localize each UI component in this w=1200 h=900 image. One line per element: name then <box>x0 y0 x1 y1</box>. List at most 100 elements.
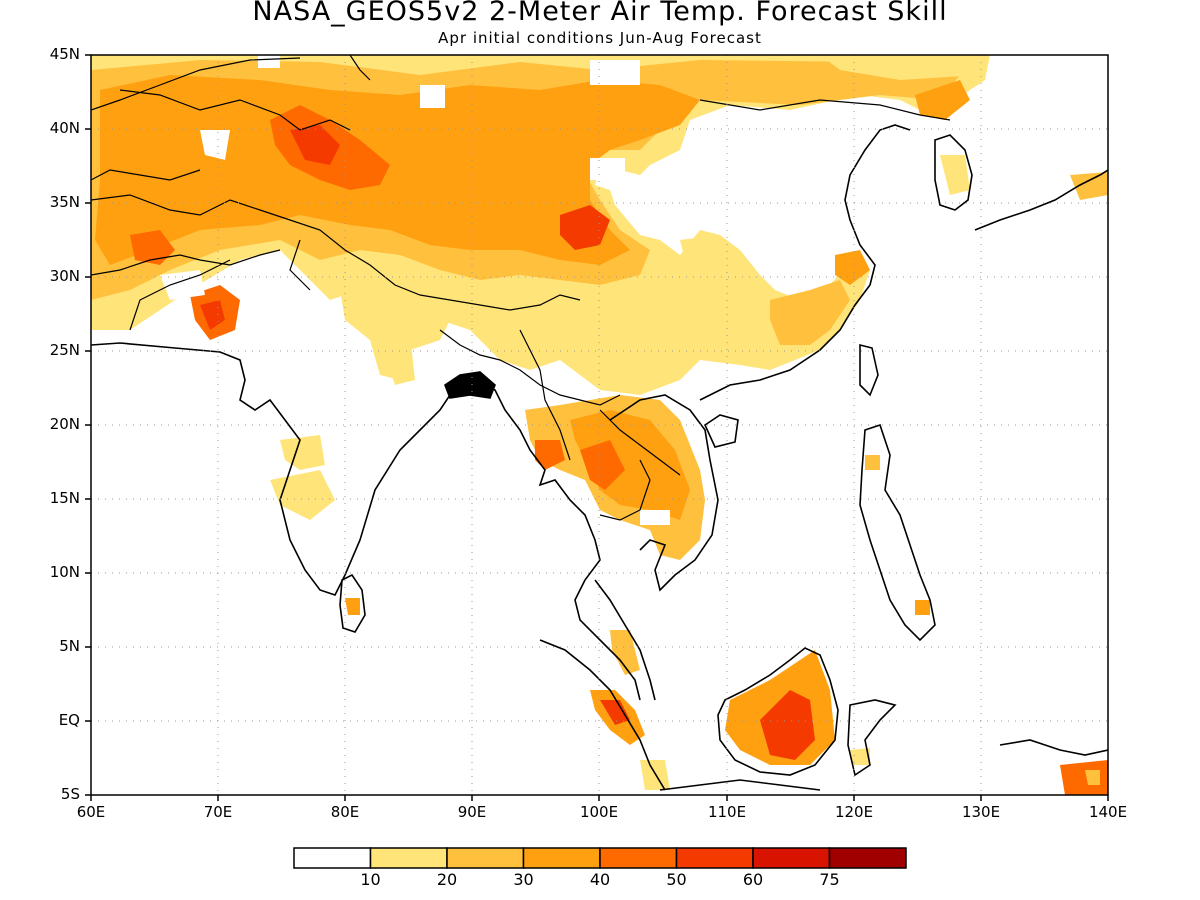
colorbar-label-50: 50 <box>666 870 687 889</box>
coast-india <box>91 342 641 701</box>
lon-label-100e: 100E <box>579 803 619 821</box>
skill-region-pakistan-core <box>200 300 225 330</box>
skill-region-shanghai <box>835 250 870 285</box>
lon-label-60e: 60E <box>76 803 106 821</box>
lat-label-30n: 30N <box>49 267 80 285</box>
coast-korea <box>934 134 973 211</box>
coast-hainan <box>703 414 739 448</box>
colorbar-label-60: 60 <box>742 870 764 889</box>
colorbar-box-1 <box>369 847 448 869</box>
lon-label-110e: 110E <box>707 803 747 821</box>
skill-region-borneo-core <box>760 690 815 760</box>
skill-gap-tarim <box>420 85 445 108</box>
skill-gap-gobi <box>590 158 625 180</box>
lat-label-20n: 20N <box>49 415 80 433</box>
border-d <box>91 249 281 276</box>
border-g <box>439 329 621 406</box>
lat-label-40n: 40N <box>49 119 80 137</box>
skill-region-hotspot-3 <box>560 205 610 250</box>
lon-label-90e: 90E <box>457 803 487 821</box>
skill-region-sumatra-core <box>600 700 630 725</box>
border-h <box>519 329 571 461</box>
colorbar-box-6 <box>752 847 831 869</box>
skill-region-india-central <box>280 435 325 470</box>
skill-gap-north <box>590 60 640 85</box>
coast-malaya <box>594 579 656 701</box>
skill-region-philippines <box>865 455 880 470</box>
country-borders <box>91 55 951 521</box>
coast-new-guinea <box>999 739 1108 756</box>
lat-label-45n: 45N <box>49 45 80 63</box>
border-a <box>119 89 351 131</box>
skill-region-mongolia <box>820 55 990 80</box>
colorbar-box-2 <box>446 847 525 869</box>
coast-borneo <box>717 647 839 776</box>
skill-gap-afghan <box>200 130 230 160</box>
skill-region-mindanao <box>915 600 930 615</box>
colorbar-box-3 <box>522 847 601 869</box>
skill-region-tibet-core <box>95 75 700 265</box>
skill-region-sulawesi <box>850 748 870 765</box>
border-j <box>599 459 651 521</box>
colorbar-label-75: 75 <box>819 870 840 889</box>
skill-region-sumatra-south <box>640 760 670 790</box>
coast-philippines <box>859 423 936 642</box>
skill-region-indochina-core <box>570 410 690 520</box>
border-c <box>91 169 201 181</box>
coast-indochina-east <box>609 394 719 592</box>
colorbar-box-5 <box>675 847 754 869</box>
skill-region-ne-china <box>915 80 970 120</box>
skill-region-sri-lanka <box>345 598 360 615</box>
lon-label-80e: 80E <box>330 803 360 821</box>
lat-label-10n: 10N <box>49 563 80 581</box>
map-subtitle: Apr initial conditions Jun-Aug Forecast <box>438 29 762 47</box>
skill-region-india-north <box>340 285 450 380</box>
lat-label-25n: 25N <box>49 341 80 359</box>
border-m <box>349 55 371 81</box>
colorbar <box>293 847 907 869</box>
lat-label-35n: 35N <box>49 193 80 211</box>
colorbar-box-0 <box>293 847 372 869</box>
colorbar-label-20: 20 <box>436 870 458 889</box>
skill-region-korea <box>940 155 970 195</box>
border-b <box>91 194 581 311</box>
lat-label-eq: EQ <box>58 711 80 729</box>
border-l <box>699 99 951 121</box>
coast-java <box>659 779 821 791</box>
coast-japan <box>974 169 1108 231</box>
border-k <box>91 57 301 111</box>
skill-region-china-east <box>680 235 730 290</box>
coastlines <box>91 124 1108 791</box>
lat-label-5s: 5S <box>60 785 80 803</box>
coast-bay-of-bengal <box>444 371 496 399</box>
skill-region-malaya <box>610 630 640 675</box>
colorbar-label-10: 10 <box>360 870 381 889</box>
gridlines <box>91 55 1108 795</box>
skill-region-japan <box>1070 172 1108 200</box>
skill-region-hotspot-4 <box>130 230 175 265</box>
lon-label-70e: 70E <box>203 803 233 821</box>
colorbar-label-30: 30 <box>513 870 534 889</box>
axis-ticks <box>85 54 1109 801</box>
skill-region-myanmar <box>535 440 565 470</box>
skill-shading <box>91 55 1108 795</box>
skill-region-india-south <box>270 470 335 520</box>
coast-sri-lanka <box>339 573 366 633</box>
skill-region-bangladesh-south <box>380 335 415 385</box>
coast-china <box>699 124 911 401</box>
border-i <box>599 409 681 476</box>
lat-label-5n: 5N <box>59 637 80 655</box>
coast-sulawesi <box>847 699 897 777</box>
coast-sumatra <box>539 639 666 791</box>
colorbar-box-4 <box>599 847 678 869</box>
lon-label-140e: 140E <box>1088 803 1128 821</box>
skill-region-indochina-hot <box>580 440 625 490</box>
colorbar-label-40: 40 <box>589 870 611 889</box>
lon-label-120e: 120E <box>834 803 874 821</box>
lat-label-15n: 15N <box>49 489 80 507</box>
border-f <box>289 239 311 291</box>
lon-label-130e: 130E <box>961 803 1001 821</box>
border-e <box>129 259 231 331</box>
map-title: NASA_GEOS5v2 2-Meter Air Temp. Forecast … <box>252 0 948 27</box>
